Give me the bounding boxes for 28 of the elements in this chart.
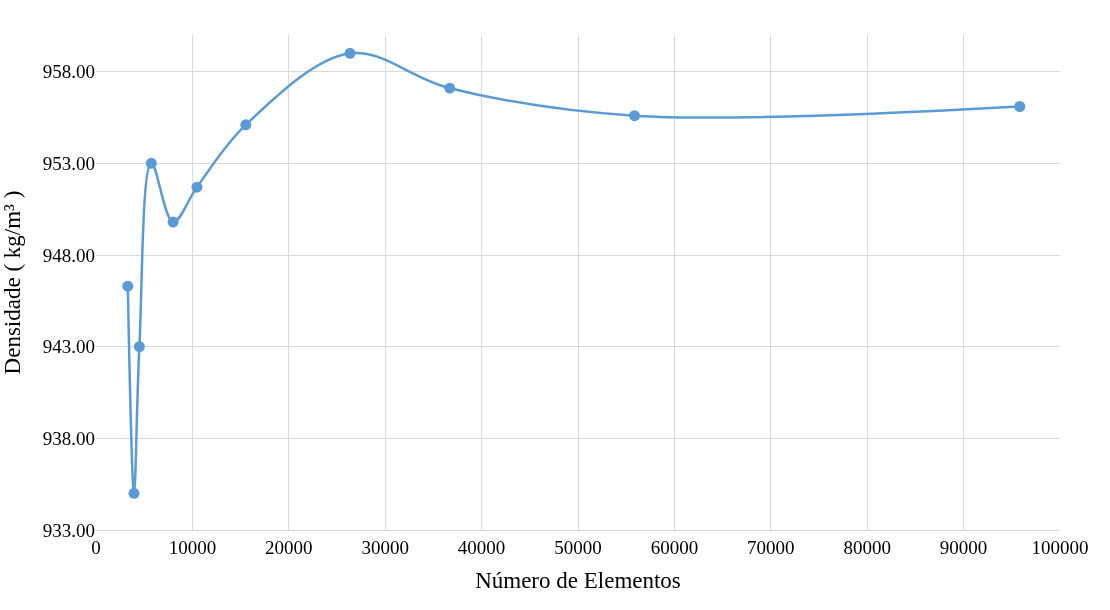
x-tick-label: 30000 bbox=[361, 536, 409, 558]
x-tick-label: 90000 bbox=[939, 536, 988, 558]
y-axis-title: Densidade ( kg/m³ ) bbox=[0, 190, 26, 375]
x-tick-label: 100000 bbox=[1031, 536, 1089, 558]
y-tick-label: 943.00 bbox=[42, 336, 95, 358]
point bbox=[128, 487, 140, 499]
x-tick-label: 60000 bbox=[650, 536, 699, 558]
x-tick-label: 80000 bbox=[843, 536, 891, 558]
point bbox=[444, 82, 456, 94]
y-tick-label: 953.00 bbox=[42, 152, 95, 174]
x-tick-label: 50000 bbox=[554, 536, 602, 558]
point bbox=[240, 119, 252, 131]
x-tick-label: 20000 bbox=[265, 536, 313, 558]
point bbox=[628, 110, 640, 122]
point bbox=[344, 47, 356, 59]
point bbox=[191, 181, 203, 193]
x-tick-label: 10000 bbox=[168, 536, 217, 558]
point bbox=[167, 216, 179, 228]
x-tick-label: 40000 bbox=[457, 536, 506, 558]
x-axis-title: Número de Elementos bbox=[475, 568, 681, 594]
x-tick-label: 70000 bbox=[747, 536, 795, 558]
y-tick-label: 948.00 bbox=[42, 244, 95, 266]
point bbox=[1014, 101, 1026, 112]
y-tick-label: 938.00 bbox=[42, 427, 95, 449]
point bbox=[122, 280, 134, 292]
y-tick-label: 958.00 bbox=[42, 61, 95, 83]
point bbox=[145, 157, 157, 169]
point bbox=[133, 341, 145, 353]
